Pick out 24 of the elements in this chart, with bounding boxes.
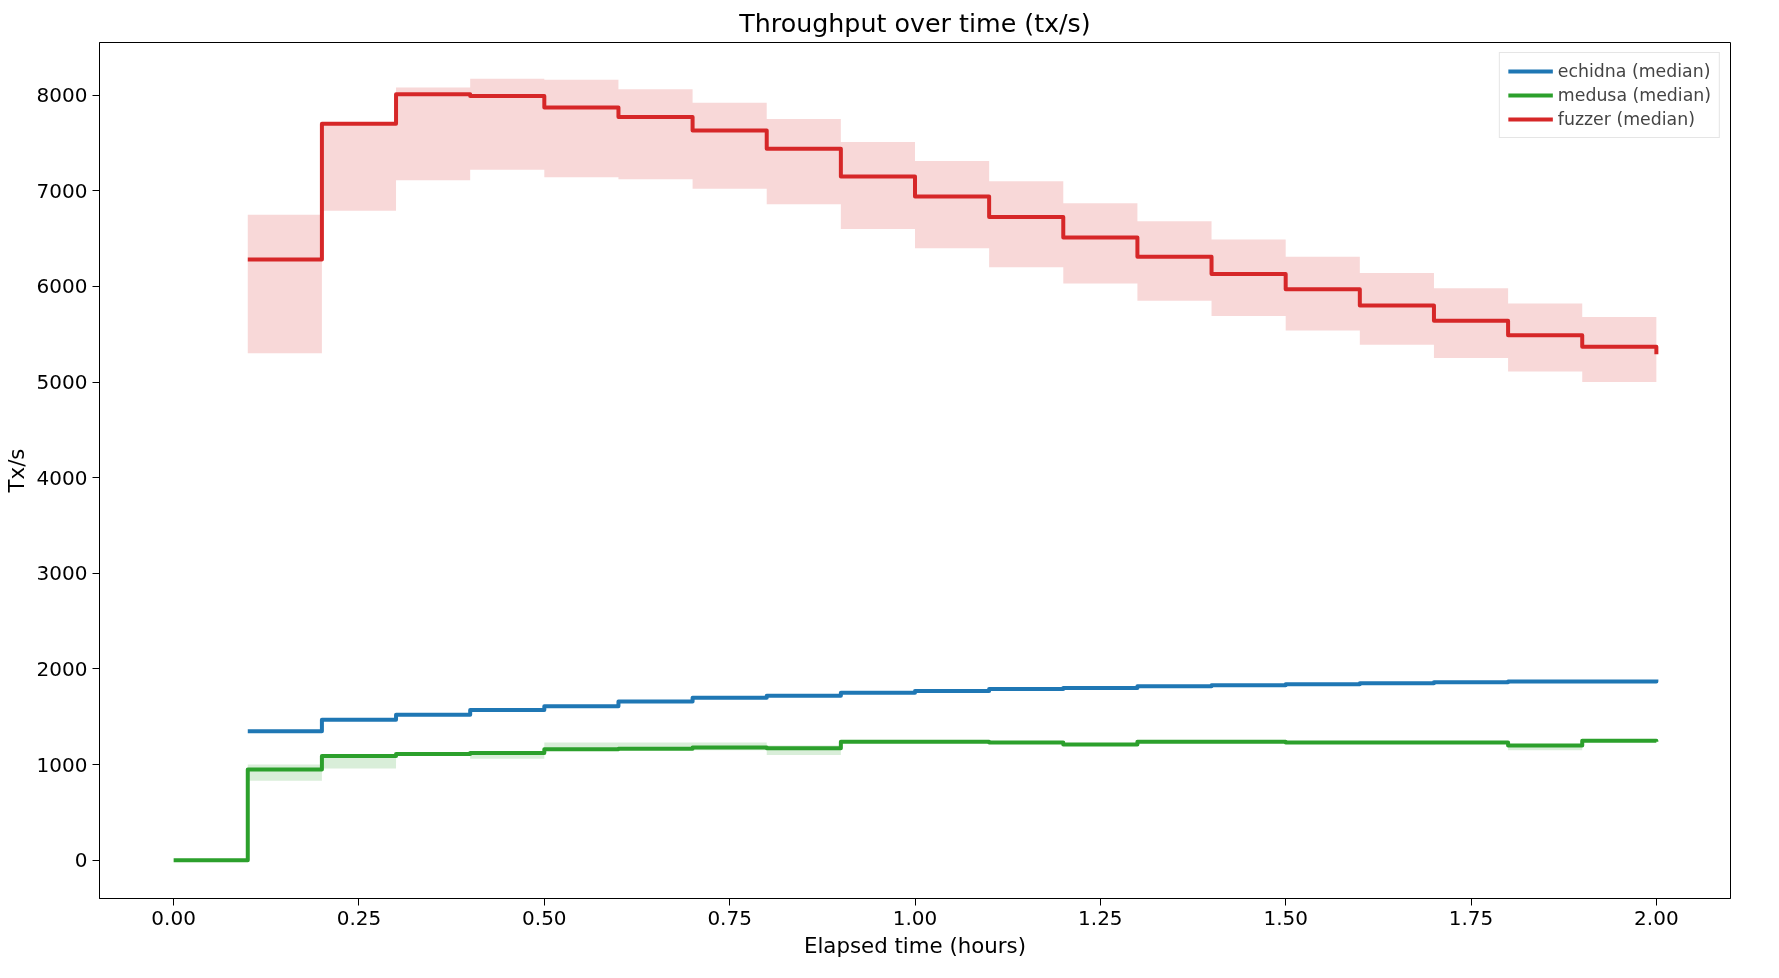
x-axis-title: Elapsed time (hours) — [803, 932, 1027, 958]
x-tick-label: 1.25 — [1078, 905, 1123, 930]
y-tick-label: 8000 — [36, 83, 88, 108]
x-tick-label: 0.25 — [336, 905, 382, 930]
y-tick-label: 7000 — [36, 178, 88, 203]
y-tick-label: 6000 — [36, 274, 88, 299]
y-tick-label: 1000 — [36, 752, 88, 777]
x-tick-label: 0.00 — [151, 905, 196, 930]
chart-title: Throughput over time (tx/s) — [738, 7, 1091, 38]
legend-label: echidna (median) — [1557, 61, 1711, 81]
y-tick-label: 0 — [74, 848, 88, 873]
legend-label: medusa (median) — [1557, 85, 1711, 105]
y-tick-label: 2000 — [36, 656, 88, 681]
x-tick-label: 1.00 — [892, 905, 938, 930]
x-tick-label: 0.75 — [707, 905, 752, 930]
y-tick-label: 5000 — [36, 370, 88, 395]
y-axis-title: Tx/s — [3, 448, 29, 494]
legend-label: fuzzer (median) — [1557, 109, 1695, 129]
x-tick-label: 2.00 — [1634, 905, 1679, 930]
y-tick-label: 3000 — [36, 561, 88, 586]
x-tick-label: 1.50 — [1263, 905, 1308, 930]
x-tick-label: 0.50 — [522, 905, 567, 930]
x-tick-label: 1.75 — [1448, 905, 1494, 930]
y-tick-label: 4000 — [36, 465, 88, 490]
